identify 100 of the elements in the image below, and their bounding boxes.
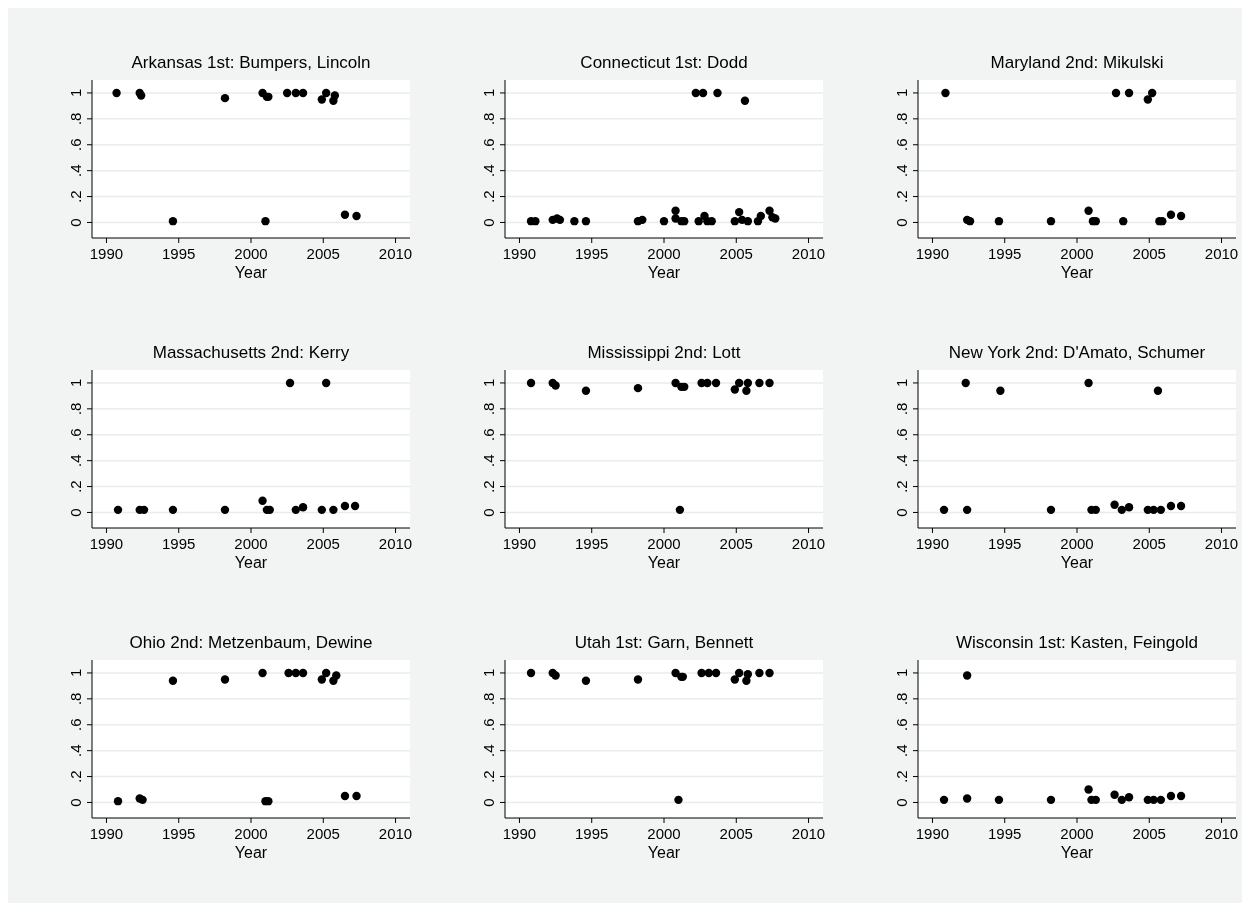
- x-tick-label: 1990: [502, 825, 537, 842]
- point: [1046, 795, 1056, 805]
- y-tick-label: .4: [893, 744, 910, 757]
- x-tick-label: 2000: [234, 825, 268, 842]
- point: [1166, 501, 1176, 511]
- point: [1176, 501, 1186, 511]
- y-tick-label: .8: [480, 402, 497, 416]
- chart-title: Connecticut 1st: Dodd: [580, 53, 748, 72]
- y-tick-label: 0: [893, 798, 910, 807]
- point: [755, 668, 764, 678]
- point: [756, 211, 766, 221]
- point: [697, 668, 706, 678]
- y-tick-label: 0: [67, 798, 84, 807]
- point: [1166, 791, 1176, 801]
- point: [220, 93, 230, 103]
- x-tick-label: 2005: [719, 535, 753, 552]
- point: [220, 505, 230, 515]
- x-axis-title: Year: [234, 844, 268, 861]
- x-tick-label: 2010: [791, 535, 826, 552]
- point: [1110, 790, 1119, 799]
- y-tick-label: .6: [893, 428, 910, 442]
- x-tick-label: 2005: [306, 245, 340, 262]
- point: [1176, 211, 1186, 221]
- point: [765, 668, 774, 678]
- point: [633, 383, 643, 393]
- chart-title: Maryland 2nd: Mikulski: [990, 53, 1164, 72]
- point: [734, 207, 744, 217]
- point: [962, 794, 972, 803]
- point: [350, 501, 360, 511]
- point: [1156, 795, 1166, 805]
- x-tick-label: 1995: [162, 825, 196, 842]
- y-tick-label: 1: [480, 88, 497, 98]
- point: [743, 670, 753, 679]
- point: [1111, 88, 1121, 98]
- y-tick-label: .4: [67, 164, 84, 177]
- y-tick-label: .8: [67, 112, 84, 126]
- point: [168, 216, 178, 226]
- point: [730, 385, 740, 394]
- point: [730, 675, 740, 684]
- point: [638, 215, 647, 225]
- x-tick-label: 1995: [575, 825, 609, 842]
- point: [258, 668, 267, 678]
- point: [1117, 795, 1127, 805]
- x-axis-title: Year: [647, 264, 681, 281]
- y-tick-label: .6: [480, 138, 497, 152]
- point: [996, 386, 1005, 395]
- y-tick-label: 0: [67, 218, 84, 227]
- y-tick-label: .2: [67, 190, 84, 203]
- point: [698, 88, 708, 98]
- y-tick-label: .8: [480, 692, 497, 706]
- point: [298, 503, 308, 512]
- y-tick-label: 1: [480, 668, 497, 678]
- x-tick-label: 1990: [89, 825, 124, 842]
- chart-title: Mississippi 2nd: Lott: [587, 343, 741, 362]
- y-tick-label: .8: [893, 402, 910, 416]
- point: [674, 795, 683, 805]
- point: [330, 91, 340, 100]
- y-tick-label: .4: [67, 744, 84, 757]
- x-axis-title: Year: [1060, 264, 1094, 281]
- chart-title: Ohio 2nd: Metzenbaum, Dewine: [129, 633, 373, 652]
- x-axis-title: Year: [234, 554, 268, 571]
- y-tick-label: .2: [893, 480, 910, 493]
- y-tick-label: .6: [480, 718, 497, 732]
- chart-title: Arkansas 1st: Bumpers, Lincoln: [131, 53, 371, 72]
- y-tick-label: .4: [893, 164, 910, 177]
- point: [1149, 505, 1158, 515]
- point: [671, 668, 680, 678]
- x-tick-label: 2005: [306, 535, 340, 552]
- point: [1110, 500, 1119, 509]
- x-tick-label: 1995: [162, 535, 196, 552]
- y-tick-label: 0: [893, 508, 910, 517]
- point: [340, 791, 350, 801]
- point: [671, 378, 680, 388]
- x-tick-label: 1995: [988, 535, 1022, 552]
- point: [329, 505, 338, 515]
- point: [332, 671, 341, 680]
- y-tick-label: 1: [893, 668, 910, 678]
- point: [1119, 216, 1128, 226]
- point: [765, 206, 774, 215]
- point: [743, 216, 753, 226]
- y-tick-label: 1: [893, 88, 910, 98]
- x-tick-label: 1990: [915, 825, 950, 842]
- point: [994, 216, 1004, 226]
- y-tick-label: 0: [67, 508, 84, 517]
- x-tick-label: 1990: [915, 245, 950, 262]
- x-tick-label: 1990: [915, 535, 950, 552]
- point: [352, 211, 361, 221]
- x-tick-label: 2005: [719, 245, 753, 262]
- point: [321, 378, 331, 388]
- point: [734, 378, 744, 388]
- point: [961, 378, 970, 388]
- y-tick-label: .6: [893, 138, 910, 152]
- point: [1124, 88, 1134, 98]
- y-tick-label: 0: [893, 218, 910, 227]
- point: [659, 216, 669, 226]
- point: [633, 675, 643, 684]
- point: [298, 88, 308, 98]
- point: [1084, 206, 1093, 215]
- x-tick-label: 1990: [89, 535, 124, 552]
- x-tick-label: 2005: [1132, 535, 1166, 552]
